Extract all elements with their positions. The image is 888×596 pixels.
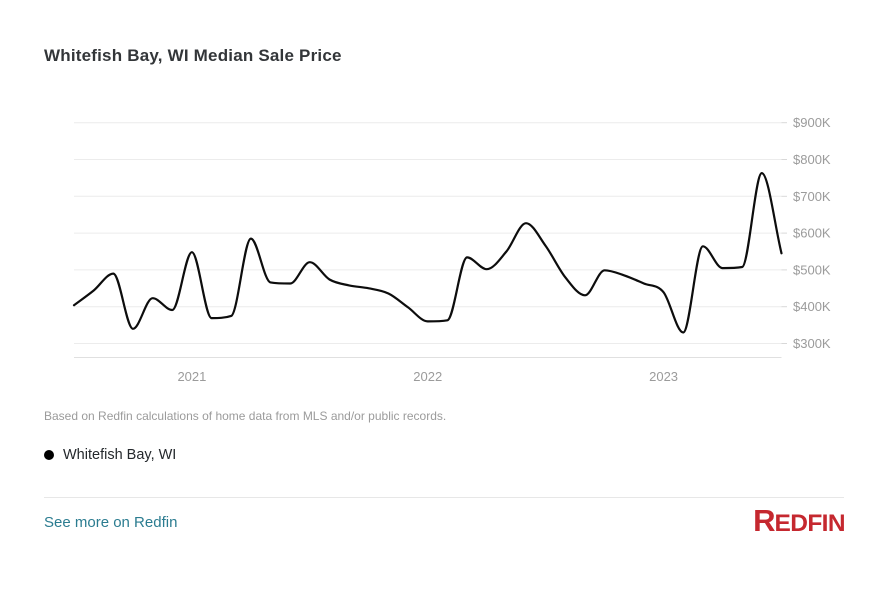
x-tick-label: 2021	[177, 369, 206, 384]
y-tick-label: $600K	[793, 226, 831, 241]
y-tick-label: $800K	[793, 152, 831, 167]
y-tick-label: $400K	[793, 299, 831, 314]
see-more-link[interactable]: See more on Redfin	[44, 514, 178, 531]
y-tick-label: $700K	[793, 189, 831, 204]
legend-dot-icon	[44, 450, 54, 460]
y-tick-label: $500K	[793, 262, 831, 277]
legend: Whitefish Bay, WI	[44, 447, 176, 463]
redfin-logo-rest: EDFIN	[774, 510, 845, 537]
y-tick-label: $900K	[793, 115, 831, 130]
page-title: Whitefish Bay, WI Median Sale Price	[44, 46, 342, 65]
redfin-logo[interactable]: REDFIN	[753, 503, 846, 538]
attribution-note: Based on Redfin calculations of home dat…	[44, 409, 447, 423]
line-chart: $300K $400K $500K $600K $700K $800K $900K 2021 2…	[72, 115, 831, 384]
price-line	[72, 172, 783, 334]
redfin-logo-first-letter: R	[753, 503, 775, 538]
y-tick-label: $300K	[793, 336, 831, 351]
legend-label: Whitefish Bay, WI	[63, 447, 177, 463]
x-tick-label: 2023	[649, 369, 678, 384]
divider	[44, 497, 844, 498]
x-tick-label: 2022	[413, 369, 442, 384]
